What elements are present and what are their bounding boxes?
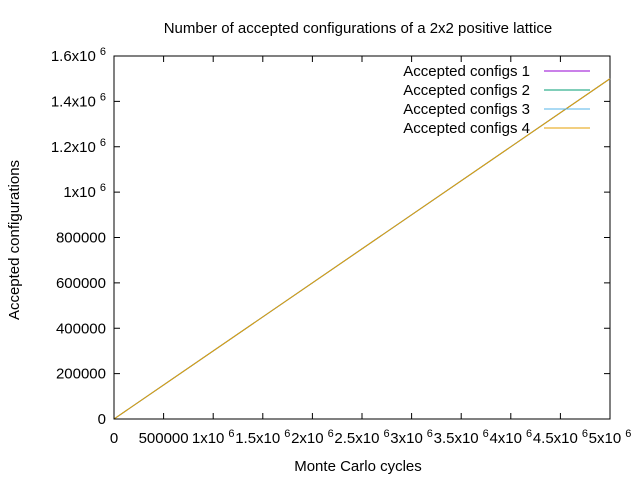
y-tick-label: 1x10 6 xyxy=(63,182,106,201)
legend-label-1: Accepted configs 1 xyxy=(403,63,530,80)
y-tick-label: 800000 xyxy=(56,230,106,247)
y-tick-label: 200000 xyxy=(56,366,106,383)
x-tick-label: 2.5x10 6 xyxy=(334,428,389,447)
y-tick-label: 1.6x10 6 xyxy=(51,46,106,65)
x-axis-label: Monte Carlo cycles xyxy=(294,458,422,475)
y-tick-label: 400000 xyxy=(56,320,106,337)
series-line-4 xyxy=(113,78,611,420)
x-tick-label: 3.5x10 6 xyxy=(434,428,489,447)
y-tick-label: 1.4x10 6 xyxy=(51,91,106,110)
x-tick-label: 0 xyxy=(110,430,118,447)
x-tick-label: 500000 xyxy=(139,430,189,447)
series-layer xyxy=(113,78,611,420)
legend-label-2: Accepted configs 2 xyxy=(403,82,530,99)
y-tick-label: 1.2x10 6 xyxy=(51,137,106,156)
legend-label-4: Accepted configs 4 xyxy=(403,120,530,137)
chart-title: Number of accepted configurations of a 2… xyxy=(164,20,553,37)
y-tick-label: 0 xyxy=(98,411,106,428)
x-tick-label: 3x10 6 xyxy=(390,428,433,447)
plot-area-frame xyxy=(113,55,611,420)
x-tick-label: 4x10 6 xyxy=(489,428,532,447)
x-tick-label: 2x10 6 xyxy=(291,428,334,447)
x-tick-label: 5x10 6 xyxy=(589,428,632,447)
ticks-layer: 0 200000 400000 600000 800000 1x10 6 1.2x10 6 1.4… xyxy=(51,46,632,447)
y-tick-label: 600000 xyxy=(56,275,106,292)
x-tick-label: 1x10 6 xyxy=(192,428,235,447)
y-axis-label: Accepted configurations xyxy=(6,160,23,320)
legend: Accepted configs 1 Accepted configs 2 Acce… xyxy=(403,63,590,137)
x-tick-label: 4.5x10 6 xyxy=(533,428,588,447)
x-tick-label: 1.5x10 6 xyxy=(235,428,290,447)
legend-label-3: Accepted configs 3 xyxy=(403,101,530,118)
